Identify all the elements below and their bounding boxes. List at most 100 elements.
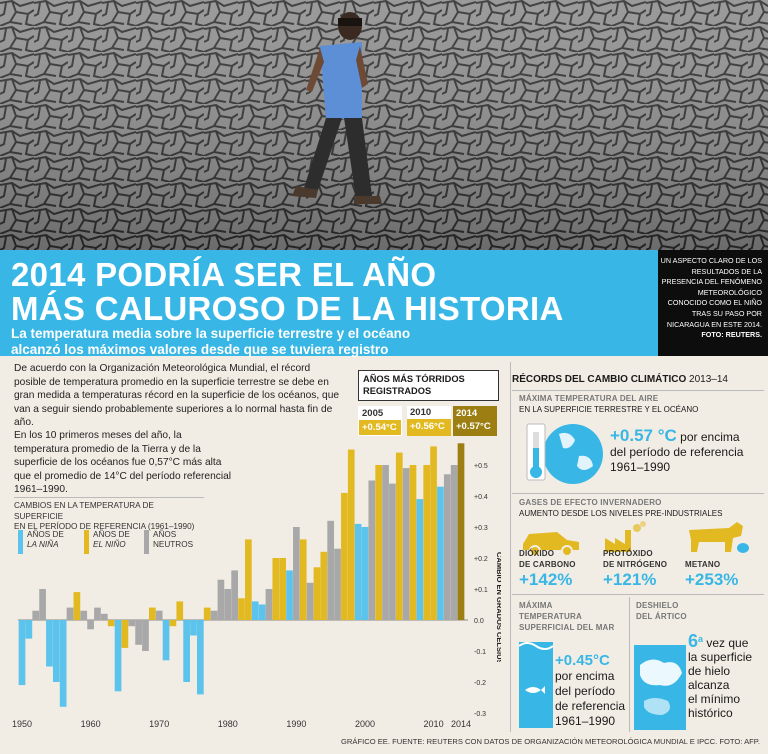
bar-1987 bbox=[272, 558, 280, 620]
cow-icon bbox=[689, 522, 743, 552]
x-tick-label: 2014 bbox=[451, 719, 471, 729]
arctic-record: Deshielo del ártico bbox=[636, 600, 764, 622]
bar-2007 bbox=[409, 465, 417, 620]
x-tick-label: 1960 bbox=[81, 719, 101, 729]
legend-swatch-neutral bbox=[144, 530, 149, 554]
bar-2000 bbox=[361, 527, 369, 620]
x-tick-label: 1970 bbox=[149, 719, 169, 729]
bar-2012 bbox=[443, 474, 451, 620]
x-tick-label: 2010 bbox=[424, 719, 444, 729]
bar-1994 bbox=[320, 551, 328, 620]
bar-2014 bbox=[457, 443, 465, 620]
bar-1954 bbox=[46, 620, 53, 667]
n2o-label: Protóxido bbox=[603, 549, 653, 558]
hottest-year-value: +0.56°C bbox=[410, 421, 445, 432]
photo-caption: Un aspecto claro de los resultados de la… bbox=[658, 250, 768, 356]
air-record: Máxima temperatura del aire en la superf… bbox=[519, 393, 764, 415]
bar-1958 bbox=[73, 592, 81, 620]
hottest-years-title: Años más tórridos registrados bbox=[358, 370, 499, 401]
bar-1986 bbox=[265, 589, 273, 620]
bar-1979 bbox=[217, 579, 225, 620]
bar-1952 bbox=[32, 610, 40, 620]
bar-1953 bbox=[39, 589, 46, 620]
records-separator bbox=[629, 597, 630, 732]
bar-2010 bbox=[430, 446, 437, 620]
y-tick-label: +0.5 bbox=[474, 463, 488, 470]
bar-2001 bbox=[368, 480, 376, 620]
sea-record-text: por encima bbox=[555, 669, 615, 683]
bar-1972 bbox=[169, 620, 177, 627]
arctic-text: el mínimo bbox=[688, 692, 741, 706]
bar-1968 bbox=[142, 620, 149, 651]
x-tick-label: 1980 bbox=[218, 719, 238, 729]
bar-1999 bbox=[354, 523, 362, 620]
walking-man-figure bbox=[292, 12, 382, 204]
bar-1975 bbox=[190, 620, 197, 636]
temperature-bar-chart: +0.5 +0.4 +0.3 +0.2 +0.1 0.0 -0.1 -0.2 -0.3 1950 1… bbox=[12, 443, 488, 729]
hottest-year-label: 2010 bbox=[407, 406, 451, 419]
bar-1990 bbox=[293, 527, 300, 620]
hero-photo bbox=[0, 0, 768, 250]
title-line-2: MÁS CALUROSO DE LA HISTORIA bbox=[11, 290, 564, 327]
n2o-label: de nitrógeno bbox=[603, 560, 668, 569]
air-record-text: por encima bbox=[680, 430, 740, 444]
sheep-icon bbox=[737, 543, 749, 553]
caption-credit: Foto: Reuters. bbox=[701, 330, 762, 340]
legend-label: El Niño bbox=[93, 540, 126, 549]
legend-label: Años de bbox=[93, 530, 130, 539]
hottest-year-value: +0.57°C bbox=[456, 421, 491, 432]
air-record-heading: Máxima temperatura del aire bbox=[519, 394, 659, 403]
bar-2003 bbox=[382, 465, 389, 620]
bar-1980 bbox=[224, 589, 232, 620]
sea-heading: temperatura bbox=[519, 612, 582, 621]
arctic-text: vez que bbox=[706, 636, 749, 650]
bar-1992 bbox=[306, 582, 314, 620]
bar-1960 bbox=[87, 620, 94, 630]
bar-1989 bbox=[286, 570, 293, 620]
bar-1993 bbox=[313, 567, 321, 620]
hottest-year-2014: 2014 +0.57°C bbox=[453, 406, 497, 436]
y-tick-label: +0.1 bbox=[474, 587, 488, 594]
n2o-block: Protóxido de nitrógeno +121% bbox=[603, 548, 683, 590]
bar-1970 bbox=[155, 610, 163, 620]
y-tick-label: -0.3 bbox=[474, 711, 486, 718]
subtitle-line-1: La temperatura media sobre la superficie… bbox=[11, 326, 411, 341]
air-record-subheading: en la superficie terrestre y el océano bbox=[519, 405, 699, 414]
arctic-number: 6 bbox=[688, 631, 699, 651]
hottest-year-2010: 2010 +0.56°C bbox=[407, 406, 451, 436]
sea-record: Máxima temperatura superficial del mar bbox=[519, 600, 627, 633]
gases-heading: Gases de efecto invernadero bbox=[519, 498, 662, 507]
bar-1991 bbox=[299, 539, 307, 620]
car-icon bbox=[523, 532, 579, 557]
sea-record-value-block: +0.45°C por encima del período de refere… bbox=[555, 652, 627, 729]
x-tick-label: 1990 bbox=[286, 719, 306, 729]
legend-label: Años bbox=[153, 530, 177, 539]
legend-label: La Niña bbox=[27, 540, 59, 549]
bar-1982 bbox=[238, 598, 245, 620]
bar-2011 bbox=[437, 486, 444, 620]
title-line-1: 2014 PODRÍA SER EL AÑO bbox=[11, 256, 437, 293]
legend-label: Años de bbox=[27, 530, 64, 539]
x-tick-label: 1950 bbox=[12, 719, 32, 729]
arctic-text: alcanza bbox=[688, 678, 730, 692]
records-title-text: Récords del cambio climático bbox=[512, 374, 687, 385]
sea-thermometer-icon bbox=[519, 642, 553, 728]
bar-1955 bbox=[52, 620, 60, 682]
ch4-label: Metano bbox=[685, 560, 721, 569]
bar-2002 bbox=[375, 465, 383, 620]
co2-label: Dióxido bbox=[519, 549, 555, 558]
air-record-value: +0.57 °C bbox=[610, 426, 677, 445]
bar-1981 bbox=[231, 570, 238, 620]
bar-1964 bbox=[114, 620, 122, 692]
bar-1951 bbox=[25, 620, 33, 639]
bar-1965 bbox=[121, 620, 129, 648]
gases-subheading: Aumento desde los niveles pre-industrial… bbox=[519, 509, 723, 518]
co2-block: Dióxido de carbono +142% bbox=[519, 548, 599, 590]
bar-2005 bbox=[395, 452, 403, 620]
legend-swatch-nina bbox=[18, 530, 23, 554]
subtitle-line-2: alcanzó los máximos valores desde que se… bbox=[11, 342, 389, 357]
bar-1971 bbox=[162, 620, 170, 661]
bar-1988 bbox=[279, 558, 287, 620]
bar-1950 bbox=[18, 620, 26, 686]
arctic-heading: Deshielo bbox=[636, 601, 679, 610]
